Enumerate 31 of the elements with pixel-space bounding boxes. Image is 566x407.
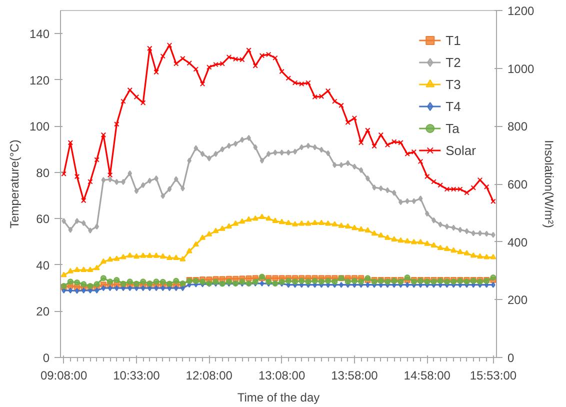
legend-label: T3 xyxy=(446,76,462,92)
y-tick-label: 80 xyxy=(36,166,50,180)
y-tick-label: 100 xyxy=(29,120,50,134)
x-tick-label: 13:08:00 xyxy=(258,368,306,382)
y-tick-label: 140 xyxy=(29,27,50,42)
y2-tick-label: 1200 xyxy=(508,4,535,18)
y-tick-label: 40 xyxy=(36,258,50,272)
x-axis-title: Time of the day xyxy=(237,390,320,404)
y-tick-label: 60 xyxy=(36,212,50,226)
y2-axis-title: Insolation(W/m²) xyxy=(542,140,556,228)
y2-tick-label: 600 xyxy=(508,178,528,192)
x-tick-label: 12:08:00 xyxy=(186,368,233,382)
legend-label: T1 xyxy=(446,32,462,48)
y-tick-label: 120 xyxy=(29,73,50,88)
y-axis-title: Temperature(°C) xyxy=(7,140,22,228)
y2-tick-label: 0 xyxy=(508,351,514,365)
legend-label: T4 xyxy=(446,98,462,114)
x-tick-label: 15:53:00 xyxy=(470,368,517,382)
legend-label: Ta xyxy=(446,120,460,136)
y2-tick-label: 1000 xyxy=(508,62,535,76)
legend-label: T2 xyxy=(446,54,462,70)
x-tick-label: 14:58:00 xyxy=(404,368,451,382)
y2-tick-label: 800 xyxy=(508,120,528,134)
y2-tick-label: 400 xyxy=(508,235,528,250)
legend-label: Solar xyxy=(446,142,476,158)
x-tick-label: 09:08:00 xyxy=(40,368,88,382)
x-tick-label: 10:33:00 xyxy=(113,368,160,382)
y2-tick-label: 200 xyxy=(508,293,528,308)
y-tick-label: 0 xyxy=(42,351,50,365)
x-tick-label: 13:58:00 xyxy=(331,368,378,382)
y-tick-label: 20 xyxy=(36,304,50,319)
